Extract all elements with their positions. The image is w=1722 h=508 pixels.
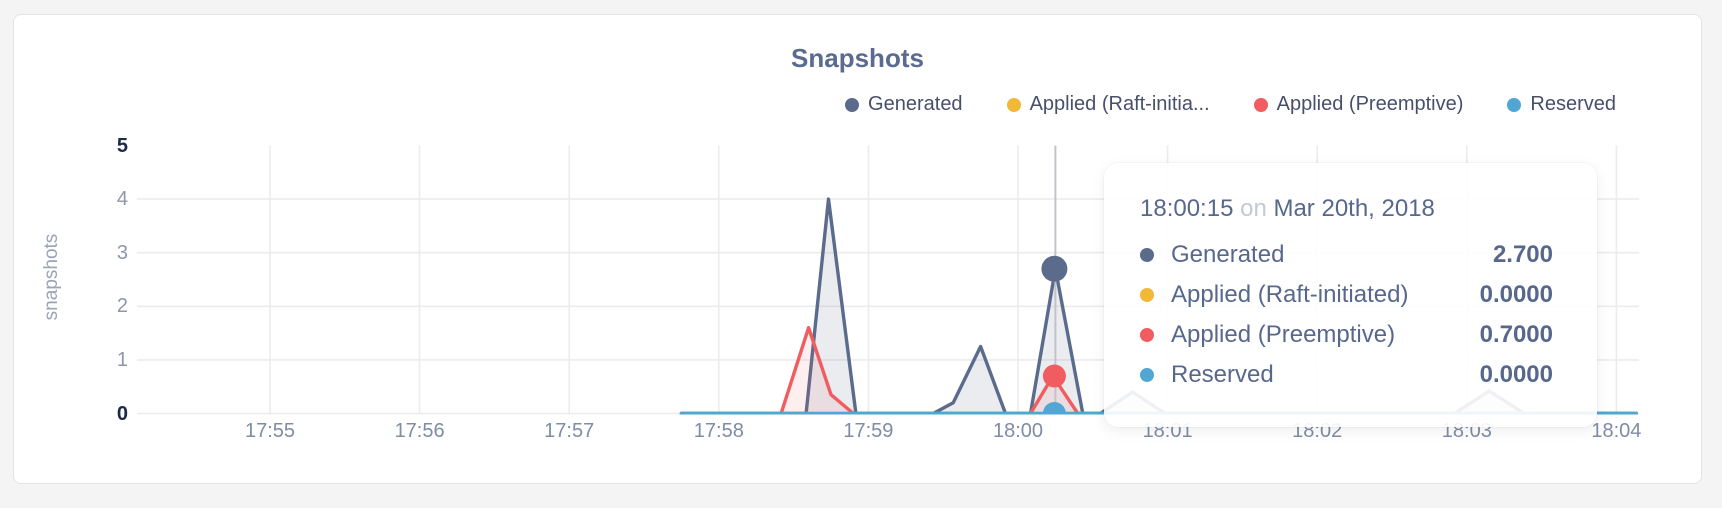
highlight-dot-applied-preemptive- [1042, 364, 1066, 388]
legend-item-applied-preemptive-[interactable]: Applied (Preemptive) [1253, 93, 1464, 116]
legend-item-generated[interactable]: Generated [845, 93, 963, 116]
x-axis-tick: 17:59 [843, 420, 894, 442]
legend-dot-icon [1507, 97, 1522, 112]
legend-item-label: Generated [868, 93, 963, 115]
legend-dot-icon [1253, 97, 1268, 112]
tooltip-series-dot-icon [1140, 248, 1154, 262]
tooltip-title: 18:00:15 on Mar 20th, 2018 [1140, 195, 1553, 223]
tooltip-series-dot-icon [1140, 288, 1154, 302]
tooltip-series-value: 0.0000 [1479, 361, 1553, 388]
tooltip-date: Mar 20th, 2018 [1273, 195, 1435, 222]
tooltip-series-dot-icon [1140, 368, 1154, 382]
tooltip-series-label: Generated [1171, 241, 1285, 268]
tooltip-series-label: Applied (Raft-initiated) [1171, 281, 1409, 308]
x-axis-tick: 18:00 [992, 420, 1044, 442]
y-axis-tick: 3 [116, 241, 128, 264]
chart-title: Snapshots [791, 43, 924, 73]
tooltip-series-label: Applied (Preemptive) [1171, 321, 1396, 348]
chart-tooltip: 18:00:15 on Mar 20th, 2018 Generated 2.70… [1104, 163, 1597, 427]
y-axis-tick: 2 [116, 295, 128, 318]
legend-dot-icon [1006, 97, 1021, 112]
y-axis-tick: 5 [116, 134, 128, 157]
tooltip-series-value: 2.700 [1492, 241, 1553, 268]
highlight-dot-generated [1041, 255, 1068, 282]
tooltip-series-value: 0.0000 [1479, 281, 1553, 308]
tooltip-series-dot-icon [1140, 328, 1154, 342]
legend-dot-icon [845, 97, 860, 112]
tooltip-conjunction: on [1240, 195, 1267, 222]
y-axis-tick: 0 [116, 402, 128, 425]
legend-item-label: Applied (Preemptive) [1276, 93, 1464, 115]
tooltip-series-label: Reserved [1171, 361, 1274, 388]
legend-item-label: Applied (Raft-initia... [1029, 93, 1210, 115]
legend-item-applied-raft-initiated-[interactable]: Applied (Raft-initia... [1006, 93, 1210, 116]
tooltip-row: Reserved 0.0000 [1140, 355, 1553, 395]
legend-item-label: Reserved [1530, 93, 1616, 115]
highlight-dot-reserved [1042, 402, 1066, 415]
tooltip-series-value: 0.7000 [1479, 321, 1553, 348]
tooltip-row: Generated 2.700 [1140, 235, 1553, 275]
x-axis-tick: 17:57 [544, 420, 595, 442]
tooltip-row: Applied (Raft-initiated) 0.0000 [1140, 275, 1553, 315]
y-axis-tick: 4 [116, 188, 128, 211]
tooltip-time: 18:00:15 [1140, 195, 1234, 222]
x-axis-tick: 17:55 [244, 420, 296, 442]
legend-item-reserved[interactable]: Reserved [1507, 93, 1616, 116]
x-axis-tick: 17:58 [693, 420, 744, 442]
x-axis-tick: 18:04 [1591, 420, 1642, 442]
tooltip-row: Applied (Preemptive) 0.7000 [1140, 315, 1553, 355]
y-axis-tick: 1 [116, 348, 128, 371]
chart-legend: Generated Applied (Raft-initia... Applied … [845, 93, 1616, 116]
x-axis-tick: 17:56 [394, 420, 445, 442]
